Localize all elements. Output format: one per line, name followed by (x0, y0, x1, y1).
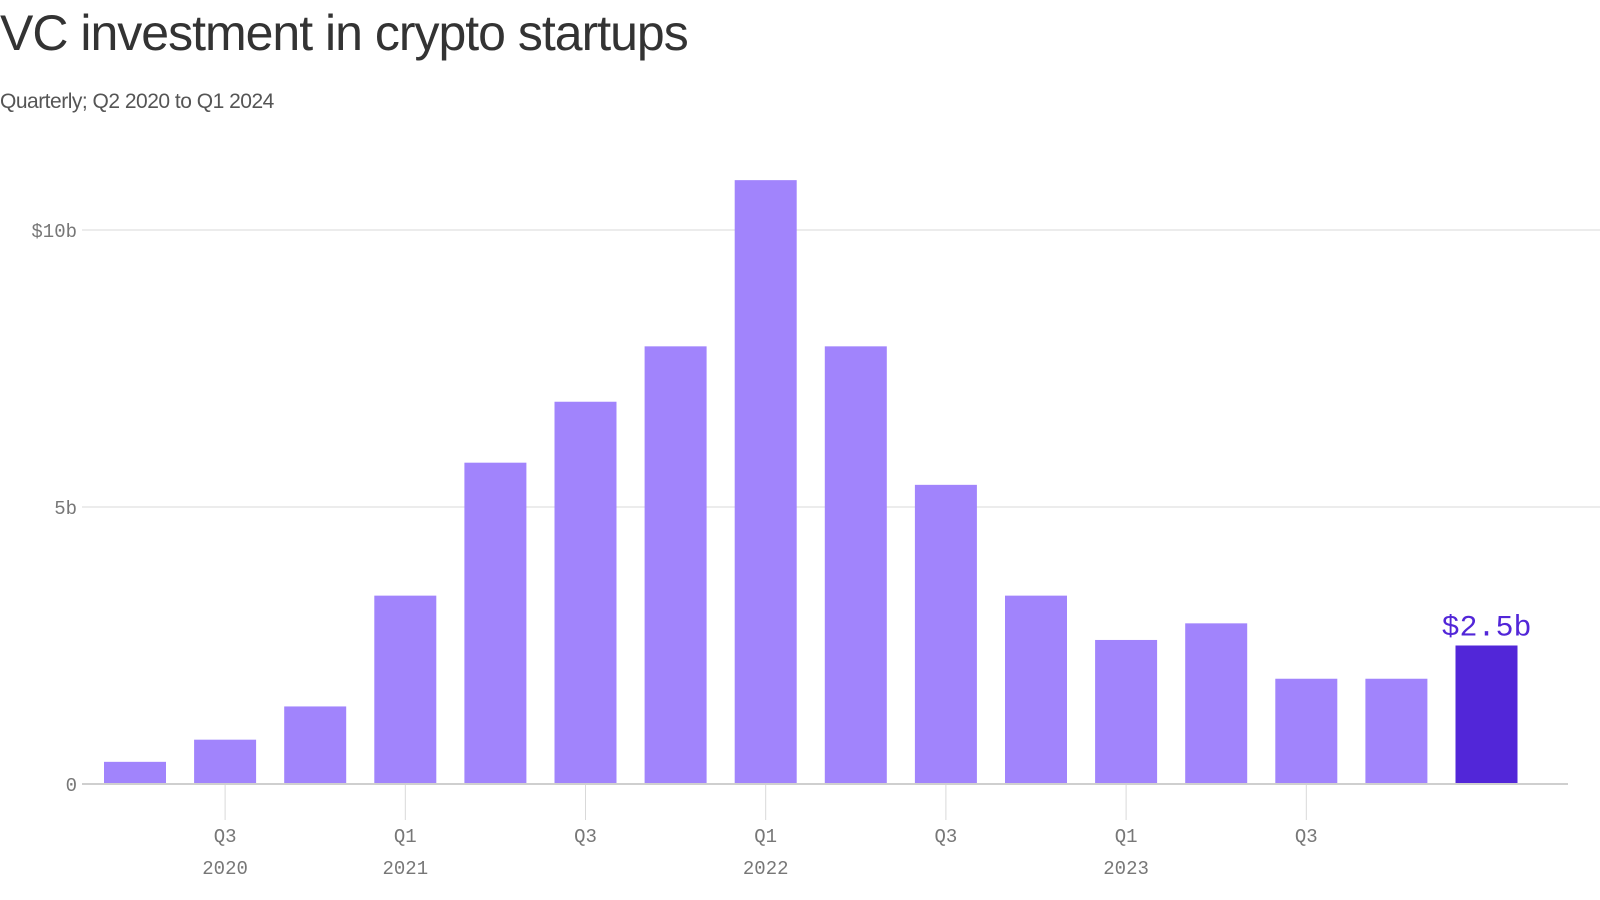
x-tick-label-quarter: Q1 (754, 826, 777, 848)
bar (104, 761, 166, 784)
bar (914, 484, 977, 784)
bar (644, 346, 707, 784)
bar (374, 595, 437, 784)
bar (1365, 678, 1428, 784)
bar (1185, 623, 1248, 784)
x-tick-label-year: 2020 (202, 858, 248, 880)
y-tick-label: 0 (66, 775, 77, 797)
bar (1455, 645, 1518, 784)
x-tick-label-quarter: Q3 (1295, 826, 1318, 848)
data-label: $2.5b (1441, 612, 1531, 646)
bar (824, 346, 887, 784)
bar (464, 462, 527, 784)
bar (554, 401, 617, 784)
bar (734, 180, 797, 784)
x-tick-label-quarter: Q3 (214, 826, 237, 848)
x-tick-label-quarter: Q3 (574, 826, 597, 848)
x-tick-label-quarter: Q3 (934, 826, 957, 848)
x-tick-label-quarter: Q1 (1115, 826, 1138, 848)
bar (1095, 639, 1158, 784)
y-tick-label: $10b (31, 221, 77, 243)
bar (1275, 678, 1338, 784)
bar (1005, 595, 1067, 784)
x-tick-label-year: 2022 (743, 858, 789, 880)
x-tick-label-year: 2023 (1103, 858, 1149, 880)
chart-title: VC investment in crypto startups (0, 5, 689, 61)
x-tick-label-year: 2021 (382, 858, 428, 880)
chart-subtitle: Quarterly; Q2 2020 to Q1 2024 (0, 90, 274, 113)
x-tick-label-quarter: Q1 (394, 826, 417, 848)
y-tick-label: 5b (54, 498, 77, 520)
bar (284, 706, 347, 784)
bar (194, 739, 257, 784)
